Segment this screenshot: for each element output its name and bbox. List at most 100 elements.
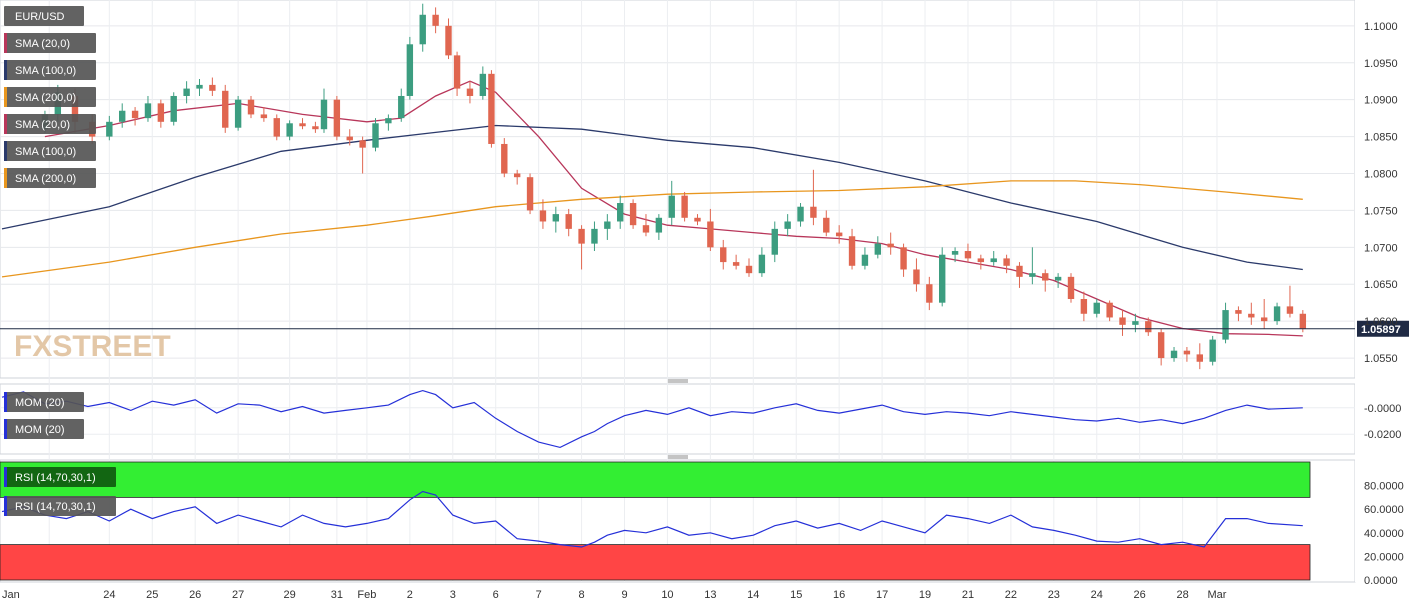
price-tick-label: 1.0600: [1364, 316, 1398, 328]
candle-body: [222, 90, 229, 128]
legend-sma[interactable]: SMA (100,0): [4, 141, 96, 161]
rsi-series-line: [1, 490, 1303, 548]
legend-box-bg: [4, 114, 96, 134]
candle-body: [1235, 310, 1242, 314]
candle-body: [320, 99, 328, 130]
price-tick-label: 1.0800: [1364, 168, 1398, 180]
candle-body: [209, 84, 216, 91]
date-tick-label: Jan: [2, 589, 20, 601]
legend-color-swatch: [4, 114, 7, 134]
candle-body: [1183, 350, 1191, 355]
date-tick-label: 15: [790, 589, 802, 601]
candle-body: [990, 258, 997, 263]
legend-symbol[interactable]: EUR/USD: [4, 6, 84, 26]
candle-body: [183, 88, 190, 96]
rsi-bands: [0, 461, 1311, 581]
candle-body: [1273, 306, 1281, 322]
candle-body: [71, 95, 79, 122]
legend-sma[interactable]: SMA (20,0): [4, 114, 96, 134]
candle-body: [681, 195, 688, 218]
candle-body: [707, 221, 714, 248]
candle-body: [1067, 276, 1075, 300]
date-tick-label: 31: [331, 589, 343, 601]
legend-box-bg: [4, 496, 116, 516]
mom-resize-handle[interactable]: [668, 379, 688, 383]
candle-body: [144, 103, 152, 119]
legend-sma[interactable]: SMA (20,0): [4, 33, 96, 53]
legend-color-swatch: [4, 87, 7, 107]
legend-rsi[interactable]: RSI (14,70,30,1): [4, 496, 116, 516]
candle-body: [1299, 313, 1307, 329]
legend-mom[interactable]: MOM (20): [4, 419, 84, 439]
legend-rsi[interactable]: RSI (14,70,30,1): [4, 467, 116, 487]
candle-body: [1145, 321, 1152, 333]
candle-body: [131, 110, 139, 119]
candle-body: [333, 99, 341, 137]
price-tick-label: 1.1000: [1364, 21, 1398, 33]
date-tick-label: 10: [661, 589, 673, 601]
candle-body: [694, 217, 701, 222]
candle-body: [488, 73, 495, 144]
legend-sma[interactable]: SMA (100,0): [4, 60, 96, 80]
price-axis-area: [1355, 0, 1427, 582]
legend-box-bg: [4, 141, 96, 161]
candle-body: [797, 206, 804, 222]
candle-body: [874, 243, 882, 255]
mom-panel[interactable]: [0, 383, 1356, 455]
candle-body: [299, 123, 306, 127]
candle-body: [604, 221, 611, 229]
price-tick-label: 1.0950: [1364, 58, 1398, 70]
legend-label: SMA (200,0): [15, 173, 76, 185]
candle-body: [286, 123, 293, 137]
date-tick-label: 16: [833, 589, 845, 601]
date-tick-label: 29: [284, 589, 296, 601]
candle-body: [1042, 273, 1049, 281]
candle-body: [900, 247, 907, 270]
candle-body: [1260, 317, 1268, 322]
legend-sma[interactable]: SMA (200,0): [4, 87, 96, 107]
rsi-resize-handle[interactable]: [668, 455, 688, 459]
candle-body: [513, 173, 521, 178]
candle-body: [385, 118, 392, 124]
candle-body: [1080, 299, 1088, 314]
legend-box-bg: [4, 6, 84, 26]
candle-body: [372, 123, 379, 148]
candle-body: [234, 99, 242, 128]
price-tick-label: 1.0750: [1364, 205, 1398, 217]
legend-color-swatch: [4, 392, 7, 412]
candle-body: [1170, 350, 1178, 359]
candle-body: [913, 269, 920, 285]
mom-line: [0, 389, 1355, 449]
date-tick-label: 17: [876, 589, 888, 601]
date-tick-label: 21: [962, 589, 974, 601]
last-price-label: 1.05897: [1361, 324, 1401, 336]
date-tick-label: 28: [1176, 589, 1188, 601]
legend-box-bg: [4, 168, 96, 188]
date-tick-label: 3: [450, 589, 456, 601]
candle-body: [552, 214, 560, 222]
legend-mom[interactable]: MOM (20): [4, 392, 84, 412]
legend-label: EUR/USD: [15, 11, 65, 23]
date-tick-label: 25: [146, 589, 158, 601]
legend-color-swatch: [4, 467, 7, 487]
date-tick-label: 13: [704, 589, 716, 601]
candle-body: [247, 99, 255, 115]
rsi-tick-label: 80.0000: [1364, 481, 1404, 493]
candle-body: [346, 136, 353, 141]
date-tick-label: 26: [189, 589, 201, 601]
date-tick-label: 22: [1005, 589, 1017, 601]
mom-series-line: [1, 389, 1303, 449]
date-tick-label: 26: [1134, 589, 1146, 601]
indicator-legends[interactable]: EUR/USD SMA (20,0) SMA (100,0) SMA (200,0) S…: [4, 6, 116, 516]
rsi-overbought-band: [0, 461, 1311, 498]
sma-line: [1, 124, 1303, 271]
candle-body: [1248, 313, 1255, 318]
price-tick-label: 1.0550: [1364, 353, 1398, 365]
candle-body: [617, 203, 624, 222]
legend-sma[interactable]: SMA (200,0): [4, 168, 96, 188]
price-tick-label: 1.0850: [1364, 132, 1398, 144]
date-tick-label: 27: [232, 589, 244, 601]
legend-label: RSI (14,70,30,1): [15, 472, 96, 484]
candle-body: [1054, 276, 1062, 281]
